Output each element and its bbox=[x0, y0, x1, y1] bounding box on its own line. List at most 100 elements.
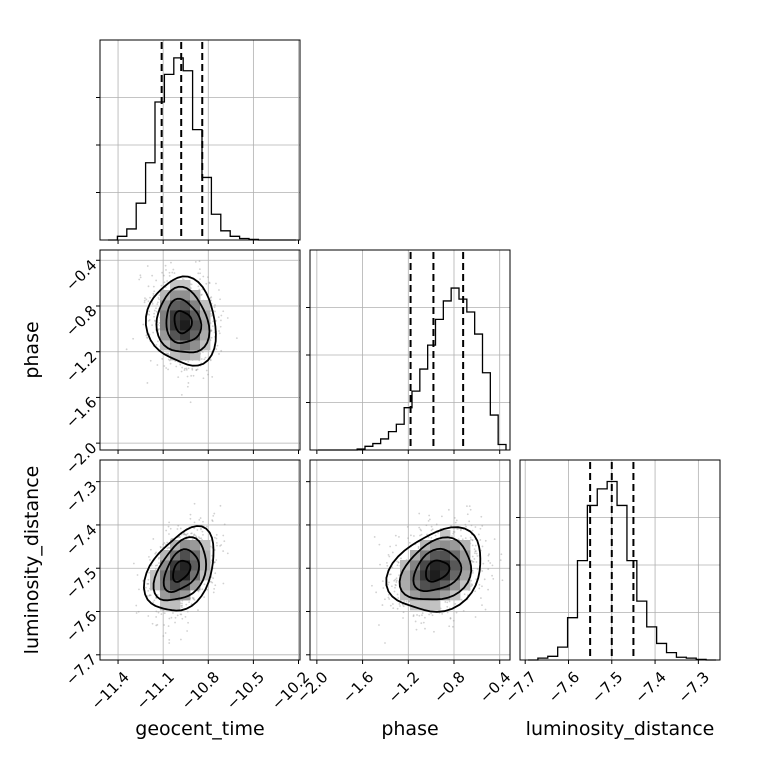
sample-point bbox=[211, 376, 214, 378]
sample-point bbox=[148, 571, 151, 574]
sample-point bbox=[468, 520, 471, 523]
sample-point bbox=[200, 358, 203, 360]
sample-point bbox=[216, 344, 219, 347]
sample-point bbox=[146, 382, 149, 384]
sample-point bbox=[487, 588, 489, 591]
sample-point bbox=[446, 601, 449, 604]
density-cell bbox=[160, 330, 171, 341]
sample-point bbox=[153, 599, 156, 602]
sample-point bbox=[430, 529, 433, 532]
sample-point bbox=[157, 557, 160, 560]
sample-point bbox=[193, 533, 196, 536]
sample-point bbox=[215, 559, 218, 561]
y-tick-label: −1.6 bbox=[62, 393, 100, 431]
density-cell bbox=[430, 550, 441, 561]
sample-point bbox=[183, 533, 185, 536]
panel-hist-phase bbox=[306, 249, 511, 454]
sample-point bbox=[205, 282, 208, 285]
density-cell bbox=[450, 580, 461, 591]
sample-point bbox=[220, 314, 223, 317]
sample-point bbox=[475, 552, 478, 555]
density-cell bbox=[160, 550, 171, 561]
sample-point bbox=[200, 293, 203, 296]
sample-point bbox=[155, 310, 158, 313]
sample-point bbox=[151, 324, 154, 327]
sample-point bbox=[474, 526, 477, 528]
sample-point bbox=[402, 617, 404, 619]
sample-point bbox=[210, 299, 213, 302]
sample-point bbox=[201, 530, 204, 533]
sample-point bbox=[168, 271, 171, 274]
sample-point bbox=[481, 524, 484, 527]
sample-point bbox=[408, 541, 411, 544]
sample-point bbox=[193, 527, 196, 530]
density-cell bbox=[200, 330, 211, 341]
sample-point bbox=[200, 528, 202, 531]
sample-point bbox=[396, 564, 399, 567]
sample-point bbox=[421, 612, 424, 615]
density-cell bbox=[190, 350, 201, 361]
sample-point bbox=[204, 356, 207, 359]
sample-point bbox=[450, 525, 452, 527]
sample-point bbox=[155, 610, 158, 613]
sample-point bbox=[473, 548, 476, 551]
sample-point bbox=[464, 523, 467, 526]
sample-point bbox=[190, 283, 193, 286]
y-tick-label: −0.4 bbox=[62, 256, 100, 294]
x-tick-label: −10.5 bbox=[223, 668, 268, 713]
sample-point bbox=[210, 330, 213, 332]
sample-point bbox=[455, 611, 458, 614]
sample-point bbox=[195, 536, 198, 538]
sample-point bbox=[219, 504, 222, 507]
sample-point bbox=[165, 352, 168, 355]
sample-point bbox=[180, 393, 183, 396]
sample-point bbox=[418, 512, 421, 515]
sample-point bbox=[149, 296, 151, 299]
density-cell bbox=[460, 550, 471, 561]
sample-point bbox=[448, 625, 451, 628]
density-cell bbox=[430, 560, 441, 571]
sample-point bbox=[219, 544, 221, 547]
sample-point bbox=[388, 573, 391, 576]
sample-point bbox=[489, 562, 492, 564]
sample-point bbox=[190, 532, 192, 535]
sample-point bbox=[452, 532, 455, 535]
sample-point bbox=[202, 351, 204, 353]
sample-point bbox=[412, 615, 415, 618]
sample-point bbox=[164, 632, 167, 634]
sample-point bbox=[391, 566, 394, 569]
sample-point bbox=[478, 587, 481, 590]
sample-point bbox=[451, 535, 453, 538]
sample-point bbox=[419, 534, 421, 537]
density-cell bbox=[180, 590, 191, 601]
density-cell bbox=[190, 540, 201, 551]
sample-point bbox=[385, 561, 388, 564]
sample-point bbox=[387, 553, 390, 556]
sample-point bbox=[394, 578, 397, 581]
sample-point bbox=[473, 558, 476, 560]
sample-point bbox=[453, 531, 456, 533]
sample-point bbox=[431, 528, 434, 531]
density-cell bbox=[430, 540, 441, 551]
density-cell bbox=[440, 590, 451, 601]
sample-point bbox=[471, 538, 474, 541]
sample-point bbox=[464, 537, 467, 540]
panel-2d-phase-vs-luminosity-distance: −2.0 −1.6 −1.2 −0.8 −0.4 bbox=[293, 459, 514, 707]
sample-point bbox=[170, 616, 173, 619]
sample-point bbox=[147, 582, 149, 585]
sample-point bbox=[179, 613, 182, 616]
sample-point bbox=[189, 401, 192, 404]
density-cell bbox=[410, 590, 421, 601]
sample-point bbox=[389, 545, 392, 548]
sample-point bbox=[192, 374, 195, 377]
sample-point bbox=[223, 540, 226, 543]
sample-point bbox=[413, 535, 415, 537]
sample-point bbox=[159, 546, 162, 549]
x-tick-label: −7.4 bbox=[631, 668, 669, 706]
density-cell bbox=[180, 580, 191, 591]
sample-point bbox=[462, 609, 465, 612]
sample-point bbox=[185, 533, 188, 536]
sample-point bbox=[394, 534, 397, 537]
sample-point bbox=[169, 362, 172, 365]
sample-point bbox=[172, 268, 175, 271]
